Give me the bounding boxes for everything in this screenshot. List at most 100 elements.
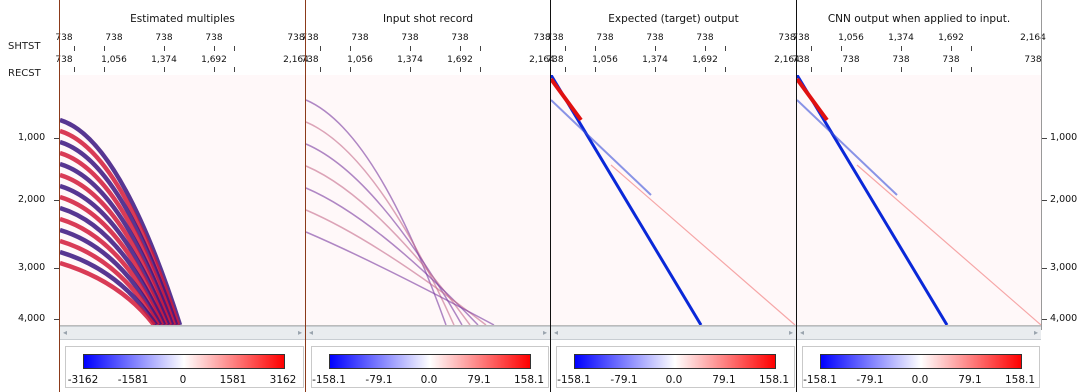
tick-mark bbox=[74, 67, 75, 72]
depth-tick-mark bbox=[54, 319, 59, 320]
seismic-image[interactable] bbox=[551, 75, 796, 326]
arrow-left-icon[interactable]: ◂ bbox=[799, 328, 804, 337]
arrow-right-icon[interactable]: ▸ bbox=[1033, 328, 1038, 337]
arrow-right-icon[interactable]: ▸ bbox=[297, 328, 302, 337]
seismic-image[interactable] bbox=[306, 75, 550, 326]
colorbar-label: 0 bbox=[179, 374, 187, 386]
tick-mark bbox=[460, 67, 461, 72]
depth-tick-mark bbox=[54, 268, 59, 269]
direct-arrival bbox=[551, 75, 703, 325]
panel-title: Input shot record bbox=[382, 13, 474, 25]
shot-tick-label: 738 bbox=[451, 33, 469, 43]
panel-divider bbox=[550, 0, 551, 392]
shot-tick-label: 738 bbox=[351, 33, 369, 43]
multiple-event bbox=[60, 117, 183, 325]
panel-divider bbox=[796, 0, 797, 392]
seismic-image[interactable] bbox=[60, 75, 305, 326]
seismic-image[interactable] bbox=[797, 75, 1041, 326]
tick-mark bbox=[234, 46, 235, 51]
seismic-background bbox=[306, 75, 550, 325]
horizontal-scrollbar[interactable]: ◂ ▸ bbox=[60, 326, 305, 340]
arrow-right-icon[interactable]: ▸ bbox=[542, 328, 547, 337]
receiver-tick-label: 2,164 bbox=[529, 55, 555, 65]
panel-estimated-multiples: Estimated multiples 738 738 738 738 738 738 1… bbox=[55, 0, 309, 392]
tick-mark bbox=[951, 67, 952, 72]
depth-tick-label: 2,000 bbox=[18, 194, 46, 205]
shot-tick-label: 738 bbox=[55, 33, 73, 43]
panel-divider bbox=[59, 0, 60, 392]
depth-tick-mark bbox=[1042, 200, 1047, 201]
multiple-event bbox=[60, 249, 158, 325]
panel-divider bbox=[1041, 0, 1042, 330]
colorbar-label: -158.1 bbox=[557, 374, 591, 386]
colorbar-label: 158.1 bbox=[758, 374, 790, 386]
tick-mark bbox=[971, 67, 972, 72]
shot-tick-label: 1,374 bbox=[888, 33, 914, 43]
tick-mark bbox=[565, 67, 566, 72]
tick-mark bbox=[951, 46, 952, 51]
receiver-tick-label: 738 bbox=[546, 55, 564, 65]
depth-tick-mark bbox=[54, 138, 59, 139]
depth-tick-mark bbox=[1042, 268, 1047, 269]
tick-mark bbox=[410, 67, 411, 72]
panel-title: CNN output when applied to input. bbox=[827, 13, 1011, 25]
multiple-event bbox=[60, 227, 162, 325]
arrow-left-icon[interactable]: ◂ bbox=[62, 328, 67, 337]
shot-tick-label: 738 bbox=[533, 33, 551, 43]
arrow-left-icon[interactable]: ◂ bbox=[553, 328, 558, 337]
panel-expected-output: Expected (target) output 738 738 738 738 738… bbox=[546, 0, 800, 392]
multiple-event bbox=[60, 172, 173, 325]
tick-mark bbox=[595, 46, 596, 51]
colorbar-label: -158.1 bbox=[803, 374, 837, 386]
colorbar-label: -3162 bbox=[67, 374, 99, 386]
shot-tick-label: 738 bbox=[105, 33, 123, 43]
tick-mark bbox=[214, 67, 215, 72]
reflection-event bbox=[306, 209, 487, 325]
multiple-event bbox=[60, 260, 156, 325]
shot-tick-label: 738 bbox=[792, 33, 810, 43]
colorbar-label: 158.1 bbox=[513, 374, 545, 386]
arrow-left-icon[interactable]: ◂ bbox=[308, 328, 313, 337]
receiver-tick-label: 1,692 bbox=[201, 55, 227, 65]
panel-input-shot-record: Input shot record 738 738 738 738 738 738 1,0… bbox=[301, 0, 555, 392]
colorbar-label: -79.1 bbox=[856, 374, 884, 386]
receiver-axis-header: RECST bbox=[8, 68, 41, 79]
panel-divider bbox=[305, 0, 306, 392]
tick-mark bbox=[104, 46, 105, 51]
receiver-tick-label: 738 bbox=[1024, 55, 1042, 65]
shot-tick-label: 738 bbox=[546, 33, 564, 43]
colorbar bbox=[574, 354, 776, 369]
colorbar-box: -3162 -1581 0 1581 3162 bbox=[65, 346, 304, 388]
tick-mark bbox=[811, 46, 812, 51]
shot-tick-label: 738 bbox=[205, 33, 223, 43]
horizontal-scrollbar[interactable]: ◂ ▸ bbox=[551, 326, 796, 340]
colorbar-label: -79.1 bbox=[365, 374, 393, 386]
reflection-event bbox=[306, 121, 455, 325]
receiver-tick-label: 1,374 bbox=[151, 55, 177, 65]
shot-axis-header: SHTST bbox=[8, 41, 41, 52]
shot-tick-label: 738 bbox=[778, 33, 796, 43]
depth-tick-label: 4,000 bbox=[1050, 313, 1078, 324]
shot-tick-label: 738 bbox=[401, 33, 419, 43]
shot-tick-label: 1,692 bbox=[938, 33, 964, 43]
tick-mark bbox=[320, 67, 321, 72]
arrow-right-icon[interactable]: ▸ bbox=[788, 328, 793, 337]
reflection-event bbox=[306, 231, 495, 325]
colorbar-label: 0.0 bbox=[911, 374, 929, 386]
multiple-event bbox=[60, 150, 177, 325]
tick-mark bbox=[350, 46, 351, 51]
shot-tick-label: 738 bbox=[596, 33, 614, 43]
tick-mark bbox=[320, 46, 321, 51]
tick-mark bbox=[460, 46, 461, 51]
secondary-event bbox=[797, 99, 898, 196]
depth-tick-mark bbox=[1042, 138, 1047, 139]
colorbar-label: 3162 bbox=[269, 374, 297, 386]
shot-tick-label: 738 bbox=[301, 33, 319, 43]
multiple-event bbox=[60, 183, 171, 325]
depth-tick-mark bbox=[1042, 319, 1047, 320]
receiver-tick-label: 1,692 bbox=[692, 55, 718, 65]
tick-mark bbox=[234, 67, 235, 72]
horizontal-scrollbar[interactable]: ◂ ▸ bbox=[306, 326, 550, 340]
horizontal-scrollbar[interactable]: ◂ ▸ bbox=[797, 326, 1041, 340]
multiple-event bbox=[60, 216, 165, 325]
